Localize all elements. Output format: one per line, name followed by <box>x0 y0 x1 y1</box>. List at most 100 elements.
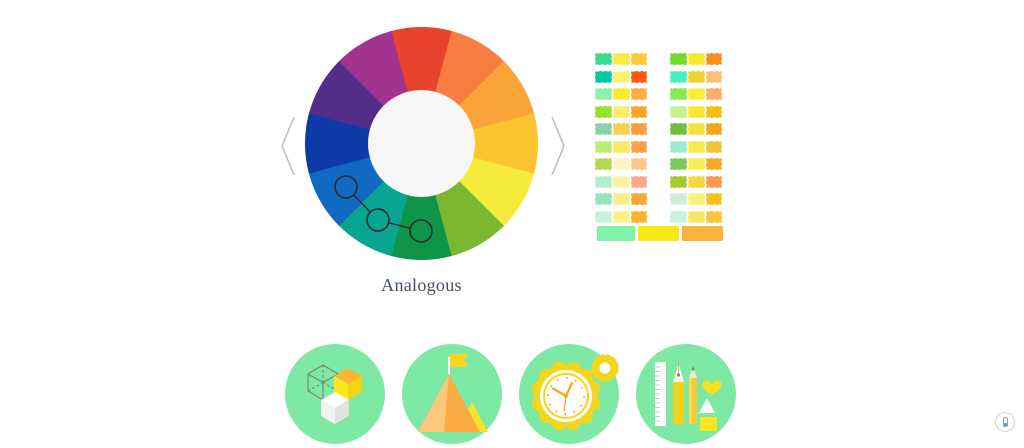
scroll-indicator-icon <box>1002 417 1008 427</box>
swatch <box>630 123 647 135</box>
swatch <box>705 88 722 100</box>
palette-row[interactable] <box>670 158 722 170</box>
swatch <box>705 70 722 83</box>
chevron-right-icon <box>551 116 565 176</box>
scheme-label: Analogous <box>381 275 462 295</box>
swatch <box>705 123 722 135</box>
feature-mountain <box>402 344 502 444</box>
swatch <box>595 53 613 65</box>
swatch <box>688 70 705 83</box>
swatch <box>613 140 630 153</box>
selected-swatch[interactable] <box>597 226 635 241</box>
marker-handle[interactable] <box>366 208 390 232</box>
swatch <box>630 70 647 83</box>
swatch <box>613 88 630 100</box>
palette-row[interactable] <box>670 88 722 100</box>
design-tools-icon <box>655 362 722 431</box>
swatch <box>595 158 613 170</box>
palette-row[interactable] <box>670 70 722 83</box>
swatch <box>613 105 630 118</box>
swatch <box>595 210 613 223</box>
swatch <box>670 210 688 223</box>
swatch <box>688 175 705 188</box>
palette-row[interactable] <box>670 193 722 205</box>
color-wheel[interactable] <box>305 27 538 260</box>
swatch <box>630 175 647 188</box>
palette-row[interactable] <box>595 193 647 205</box>
palette-row[interactable] <box>670 53 722 65</box>
swatch <box>670 70 688 83</box>
wheel-hub <box>368 90 475 197</box>
swatch <box>613 175 630 188</box>
swatch <box>630 88 647 100</box>
cubes-icon <box>307 364 362 424</box>
swatch <box>705 105 722 118</box>
swatch <box>613 123 630 135</box>
swatch <box>595 123 613 135</box>
palette-row[interactable] <box>595 158 647 170</box>
swatch <box>688 193 705 205</box>
swatch <box>670 158 688 170</box>
swatch <box>613 193 630 205</box>
swatch <box>630 140 647 153</box>
palette-row[interactable] <box>670 123 722 135</box>
swatch <box>670 53 688 65</box>
swatch <box>630 158 647 170</box>
palette-row[interactable] <box>670 210 722 223</box>
mountain-flag-icon <box>418 354 488 432</box>
marker-handle[interactable] <box>334 175 358 199</box>
swatch <box>688 88 705 100</box>
swatch <box>670 88 688 100</box>
swatch <box>613 53 630 65</box>
swatch <box>630 193 647 205</box>
chevron-left-icon <box>281 116 295 176</box>
swatch <box>630 105 647 118</box>
feature-icons <box>285 344 736 444</box>
swatch <box>688 53 705 65</box>
swatch <box>670 105 688 118</box>
swatch <box>595 193 613 205</box>
palette-row[interactable] <box>595 210 647 223</box>
swatch <box>688 105 705 118</box>
swatch <box>705 175 722 188</box>
swatch <box>705 158 722 170</box>
marker-handle[interactable] <box>409 219 433 243</box>
palette-row[interactable] <box>595 140 647 153</box>
swatch <box>613 158 630 170</box>
palette-row[interactable] <box>595 105 647 118</box>
swatch <box>670 193 688 205</box>
swatch <box>595 105 613 118</box>
swatch <box>595 88 613 100</box>
feature-gear-clock <box>519 344 619 444</box>
swatch <box>670 140 688 153</box>
palette-row[interactable] <box>595 53 647 65</box>
swatch <box>670 175 688 188</box>
feature-cubes <box>285 344 385 444</box>
gear-clock-icon <box>531 354 619 431</box>
swatch <box>670 123 688 135</box>
palette-row[interactable] <box>670 105 722 118</box>
prev-scheme-button[interactable] <box>279 116 297 178</box>
swatch <box>705 193 722 205</box>
swatch <box>595 175 613 188</box>
swatch <box>688 140 705 153</box>
swatch <box>595 70 613 83</box>
scroll-widget-button[interactable] <box>995 412 1015 432</box>
swatch <box>613 210 630 223</box>
palette-column-1 <box>595 53 647 223</box>
swatch <box>630 210 647 223</box>
swatch <box>688 123 705 135</box>
palette-row[interactable] <box>670 175 722 188</box>
palette-row[interactable] <box>670 140 722 153</box>
next-scheme-button[interactable] <box>549 116 567 178</box>
analogous-markers[interactable] <box>305 27 538 260</box>
palette-row[interactable] <box>595 70 647 83</box>
palette-column-2 <box>670 53 722 223</box>
selected-swatch[interactable] <box>638 226 679 241</box>
selected-swatch[interactable] <box>682 226 723 241</box>
palette-row[interactable] <box>595 88 647 100</box>
swatch <box>630 53 647 65</box>
palette-row[interactable] <box>595 175 647 188</box>
palette-row[interactable] <box>595 123 647 135</box>
